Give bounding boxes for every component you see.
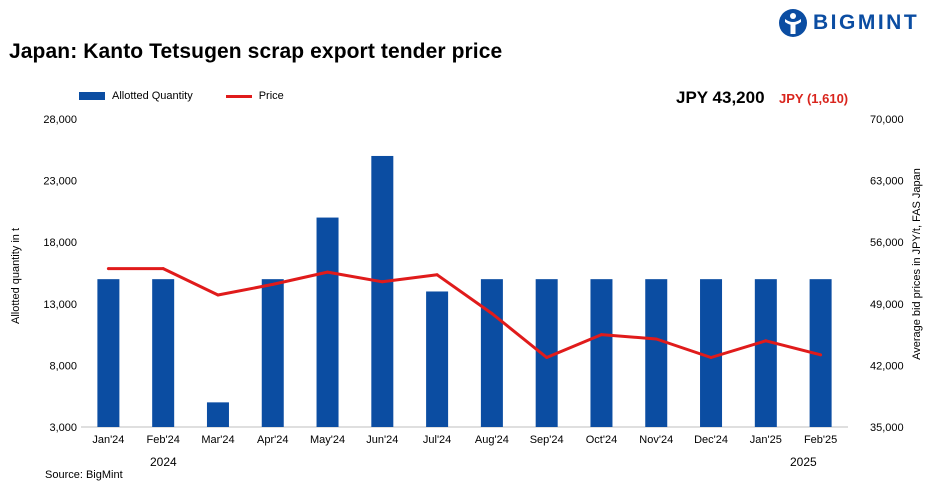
- bigmint-logo-icon: [779, 9, 807, 37]
- price-point: [106, 267, 110, 271]
- brand-logo: BIGMINT: [778, 8, 919, 38]
- bar-may-24: [316, 217, 339, 427]
- y-tick-label-left: 8,000: [49, 360, 77, 372]
- y-tick-label-left: 28,000: [43, 114, 77, 126]
- legend-label-quantity: Allotted Quantity: [112, 90, 193, 102]
- bar-jun-24: [371, 155, 394, 427]
- y-tick-label-right: 70,000: [870, 114, 904, 126]
- y-tick-label-right: 63,000: [870, 176, 904, 188]
- x-tick-label: Feb'25: [804, 434, 837, 446]
- y-tick-label-left: 3,000: [49, 422, 77, 434]
- bar-aug-24: [480, 279, 503, 427]
- legend-bar-swatch: [79, 92, 105, 100]
- x-tick-label: Mar'24: [201, 434, 234, 446]
- year-label-2025: 2025: [790, 455, 817, 469]
- x-tick-label: Jun'24: [366, 434, 398, 446]
- price-point: [654, 337, 658, 341]
- x-tick-label: Jan'24: [92, 434, 124, 446]
- y-tick-label-right: 42,000: [870, 360, 904, 372]
- price-point: [709, 355, 713, 359]
- legend-item-quantity: Allotted Quantity: [79, 90, 193, 102]
- bar-mar-24: [206, 402, 229, 427]
- bar-sep-24: [535, 279, 558, 427]
- current-price: JPY 43,200: [676, 88, 765, 107]
- price-point: [326, 270, 330, 274]
- legend-item-price: Price: [225, 90, 284, 102]
- legend-line-swatch: [225, 94, 252, 98]
- year-label-2024: 2024: [150, 455, 177, 469]
- y-tick-label-left: 18,000: [43, 237, 77, 249]
- x-tick-label: Jul'24: [423, 434, 451, 446]
- bar-feb-24: [152, 279, 175, 427]
- y-tick-label-right: 49,000: [870, 299, 904, 311]
- price-point: [271, 282, 275, 286]
- bar-dec-24: [700, 279, 723, 427]
- page-title: Japan: Kanto Tetsugen scrap export tende…: [9, 40, 503, 63]
- bar-jul-24: [426, 291, 449, 427]
- y-tick-label-left: 13,000: [43, 299, 77, 311]
- price-point: [435, 273, 439, 277]
- price-point: [490, 311, 494, 315]
- price-point: [819, 353, 823, 357]
- price-point: [216, 293, 220, 297]
- price-point: [599, 333, 603, 337]
- price-point: [380, 280, 384, 284]
- bar-feb-25: [809, 279, 832, 427]
- price-change: JPY (1,610): [779, 91, 849, 106]
- x-tick-label: May'24: [310, 434, 345, 446]
- bar-jan-24: [97, 279, 120, 427]
- bar-apr-24: [261, 279, 284, 427]
- x-tick-label: Apr'24: [257, 434, 288, 446]
- y-tick-label-right: 35,000: [870, 422, 904, 434]
- legend-label-price: Price: [258, 90, 284, 102]
- price-point: [545, 355, 549, 359]
- chart-legend: Allotted Quantity Price: [79, 90, 317, 102]
- price-point: [764, 339, 768, 343]
- x-tick-label: Nov'24: [639, 434, 673, 446]
- y-tick-label-right: 56,000: [870, 237, 904, 249]
- bar-jan-25: [754, 279, 777, 427]
- price-line: [108, 267, 821, 359]
- bar-nov-24: [645, 279, 668, 427]
- price-point: [161, 267, 165, 271]
- x-tick-label: Aug'24: [475, 434, 509, 446]
- x-tick-label: Feb'24: [147, 434, 180, 446]
- x-tick-label: Dec'24: [694, 434, 728, 446]
- brand-name: BIGMINT: [813, 11, 920, 34]
- x-tick-label: Jan'25: [750, 434, 782, 446]
- x-tick-label: Oct'24: [586, 434, 617, 446]
- y-tick-label-left: 23,000: [43, 176, 77, 188]
- source-note: Source: BigMint: [45, 469, 123, 481]
- bar-oct-24: [590, 279, 613, 427]
- x-tick-label: Sep'24: [530, 434, 564, 446]
